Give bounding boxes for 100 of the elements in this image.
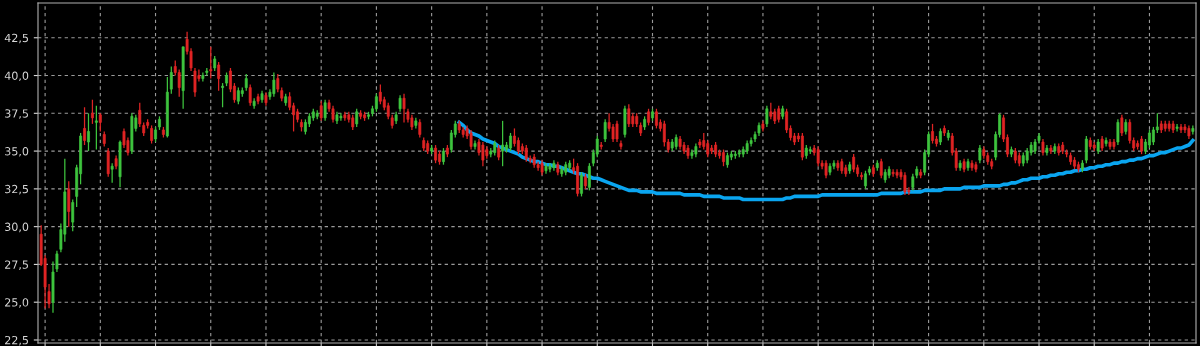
candlestick xyxy=(323,99,327,122)
candlestick xyxy=(1128,118,1132,145)
candlestick xyxy=(513,127,516,148)
candlestick xyxy=(509,132,512,152)
candlestick xyxy=(1120,114,1124,137)
candlestick xyxy=(343,111,347,122)
candlestick xyxy=(272,71,276,98)
y-tick-label: 40,0 xyxy=(4,71,29,82)
candlestick xyxy=(718,148,721,160)
candlestick xyxy=(150,124,154,145)
candlestick xyxy=(434,144,437,164)
candlestick xyxy=(860,171,863,181)
candlestick xyxy=(690,148,694,160)
candlestick xyxy=(891,168,895,178)
candlestick xyxy=(225,71,228,87)
candlestick xyxy=(1140,135,1144,155)
candlestick xyxy=(418,118,422,139)
candlestick xyxy=(938,127,942,146)
candlestick xyxy=(864,170,867,190)
y-tick-label: 35,0 xyxy=(5,147,29,157)
candlestick xyxy=(138,102,142,128)
candlestick xyxy=(217,61,221,92)
candlestick xyxy=(402,93,406,124)
candlestick xyxy=(816,145,820,167)
candlestick xyxy=(800,132,804,161)
candlestick xyxy=(836,159,840,172)
candlestick xyxy=(722,148,725,167)
candlestick xyxy=(958,159,962,172)
y-tick-label: 27,5 xyxy=(5,260,28,270)
candlestick xyxy=(978,144,982,164)
candlestick xyxy=(110,162,114,184)
candlestick xyxy=(1077,161,1080,173)
candlestick xyxy=(619,139,623,151)
candlestick xyxy=(1116,118,1120,146)
candlestick xyxy=(793,132,796,146)
candlestick xyxy=(655,108,658,130)
candlestick xyxy=(319,100,323,122)
candlestick xyxy=(158,115,161,131)
candlestick xyxy=(867,165,871,176)
candlestick xyxy=(544,162,548,175)
candlestick xyxy=(662,120,666,148)
candlestick xyxy=(303,118,307,136)
y-tick-label: 25,0 xyxy=(5,298,29,308)
line-series xyxy=(457,120,1195,202)
candlestick xyxy=(221,82,225,108)
candlestick xyxy=(552,159,556,172)
candlestick xyxy=(852,153,856,173)
candlestick xyxy=(931,123,934,145)
candlestick xyxy=(248,83,252,107)
candlestick xyxy=(288,91,292,111)
candlestick xyxy=(647,108,650,127)
candlestick xyxy=(98,112,102,133)
candlestick xyxy=(1009,145,1013,158)
candlestick xyxy=(374,93,378,113)
candlestick xyxy=(501,120,505,167)
candlestick xyxy=(161,126,165,139)
candlestick xyxy=(67,180,71,228)
candlestick xyxy=(548,162,552,173)
candlestick xyxy=(355,108,359,128)
candlestick xyxy=(903,171,907,196)
candlestick xyxy=(651,108,654,122)
candlestick xyxy=(94,105,98,151)
candlestick xyxy=(90,99,94,125)
candlestick xyxy=(576,162,579,198)
candlestick xyxy=(87,112,90,152)
candlestick xyxy=(765,105,769,128)
candlestick xyxy=(481,141,485,167)
candlestick xyxy=(473,139,477,151)
candlestick xyxy=(339,112,343,122)
candlestick xyxy=(154,126,157,143)
y-tick-label: 42,5 xyxy=(4,33,28,44)
candlestick xyxy=(209,46,213,80)
candlestick xyxy=(970,159,974,172)
candlestick xyxy=(1151,126,1155,146)
candlestick xyxy=(169,65,173,95)
candlestick xyxy=(106,147,110,178)
candlestick xyxy=(935,135,938,148)
candlestick xyxy=(442,147,445,166)
candlestick xyxy=(1104,136,1108,148)
candlestick xyxy=(785,108,789,134)
candlestick xyxy=(296,108,299,124)
candlestick xyxy=(580,171,583,198)
candlestick xyxy=(1084,135,1088,164)
candlestick xyxy=(879,158,883,179)
candlestick xyxy=(1148,129,1151,149)
y-tick-label: 30,0 xyxy=(5,222,29,233)
candlestick xyxy=(627,103,631,128)
candlestick xyxy=(438,150,441,166)
candlestick xyxy=(1073,156,1076,170)
candlestick xyxy=(895,168,899,179)
candlestick xyxy=(378,83,382,105)
candlestick xyxy=(363,111,367,122)
candlestick xyxy=(252,97,256,110)
y-tick-label: 37,5 xyxy=(5,109,28,119)
candlestick xyxy=(469,129,473,151)
candlestick xyxy=(1069,151,1073,166)
candlestick xyxy=(584,173,587,190)
candlestick xyxy=(300,118,303,133)
y-tick-label: 22,5 xyxy=(5,335,28,346)
y-tick-label: 32,5 xyxy=(5,184,28,195)
